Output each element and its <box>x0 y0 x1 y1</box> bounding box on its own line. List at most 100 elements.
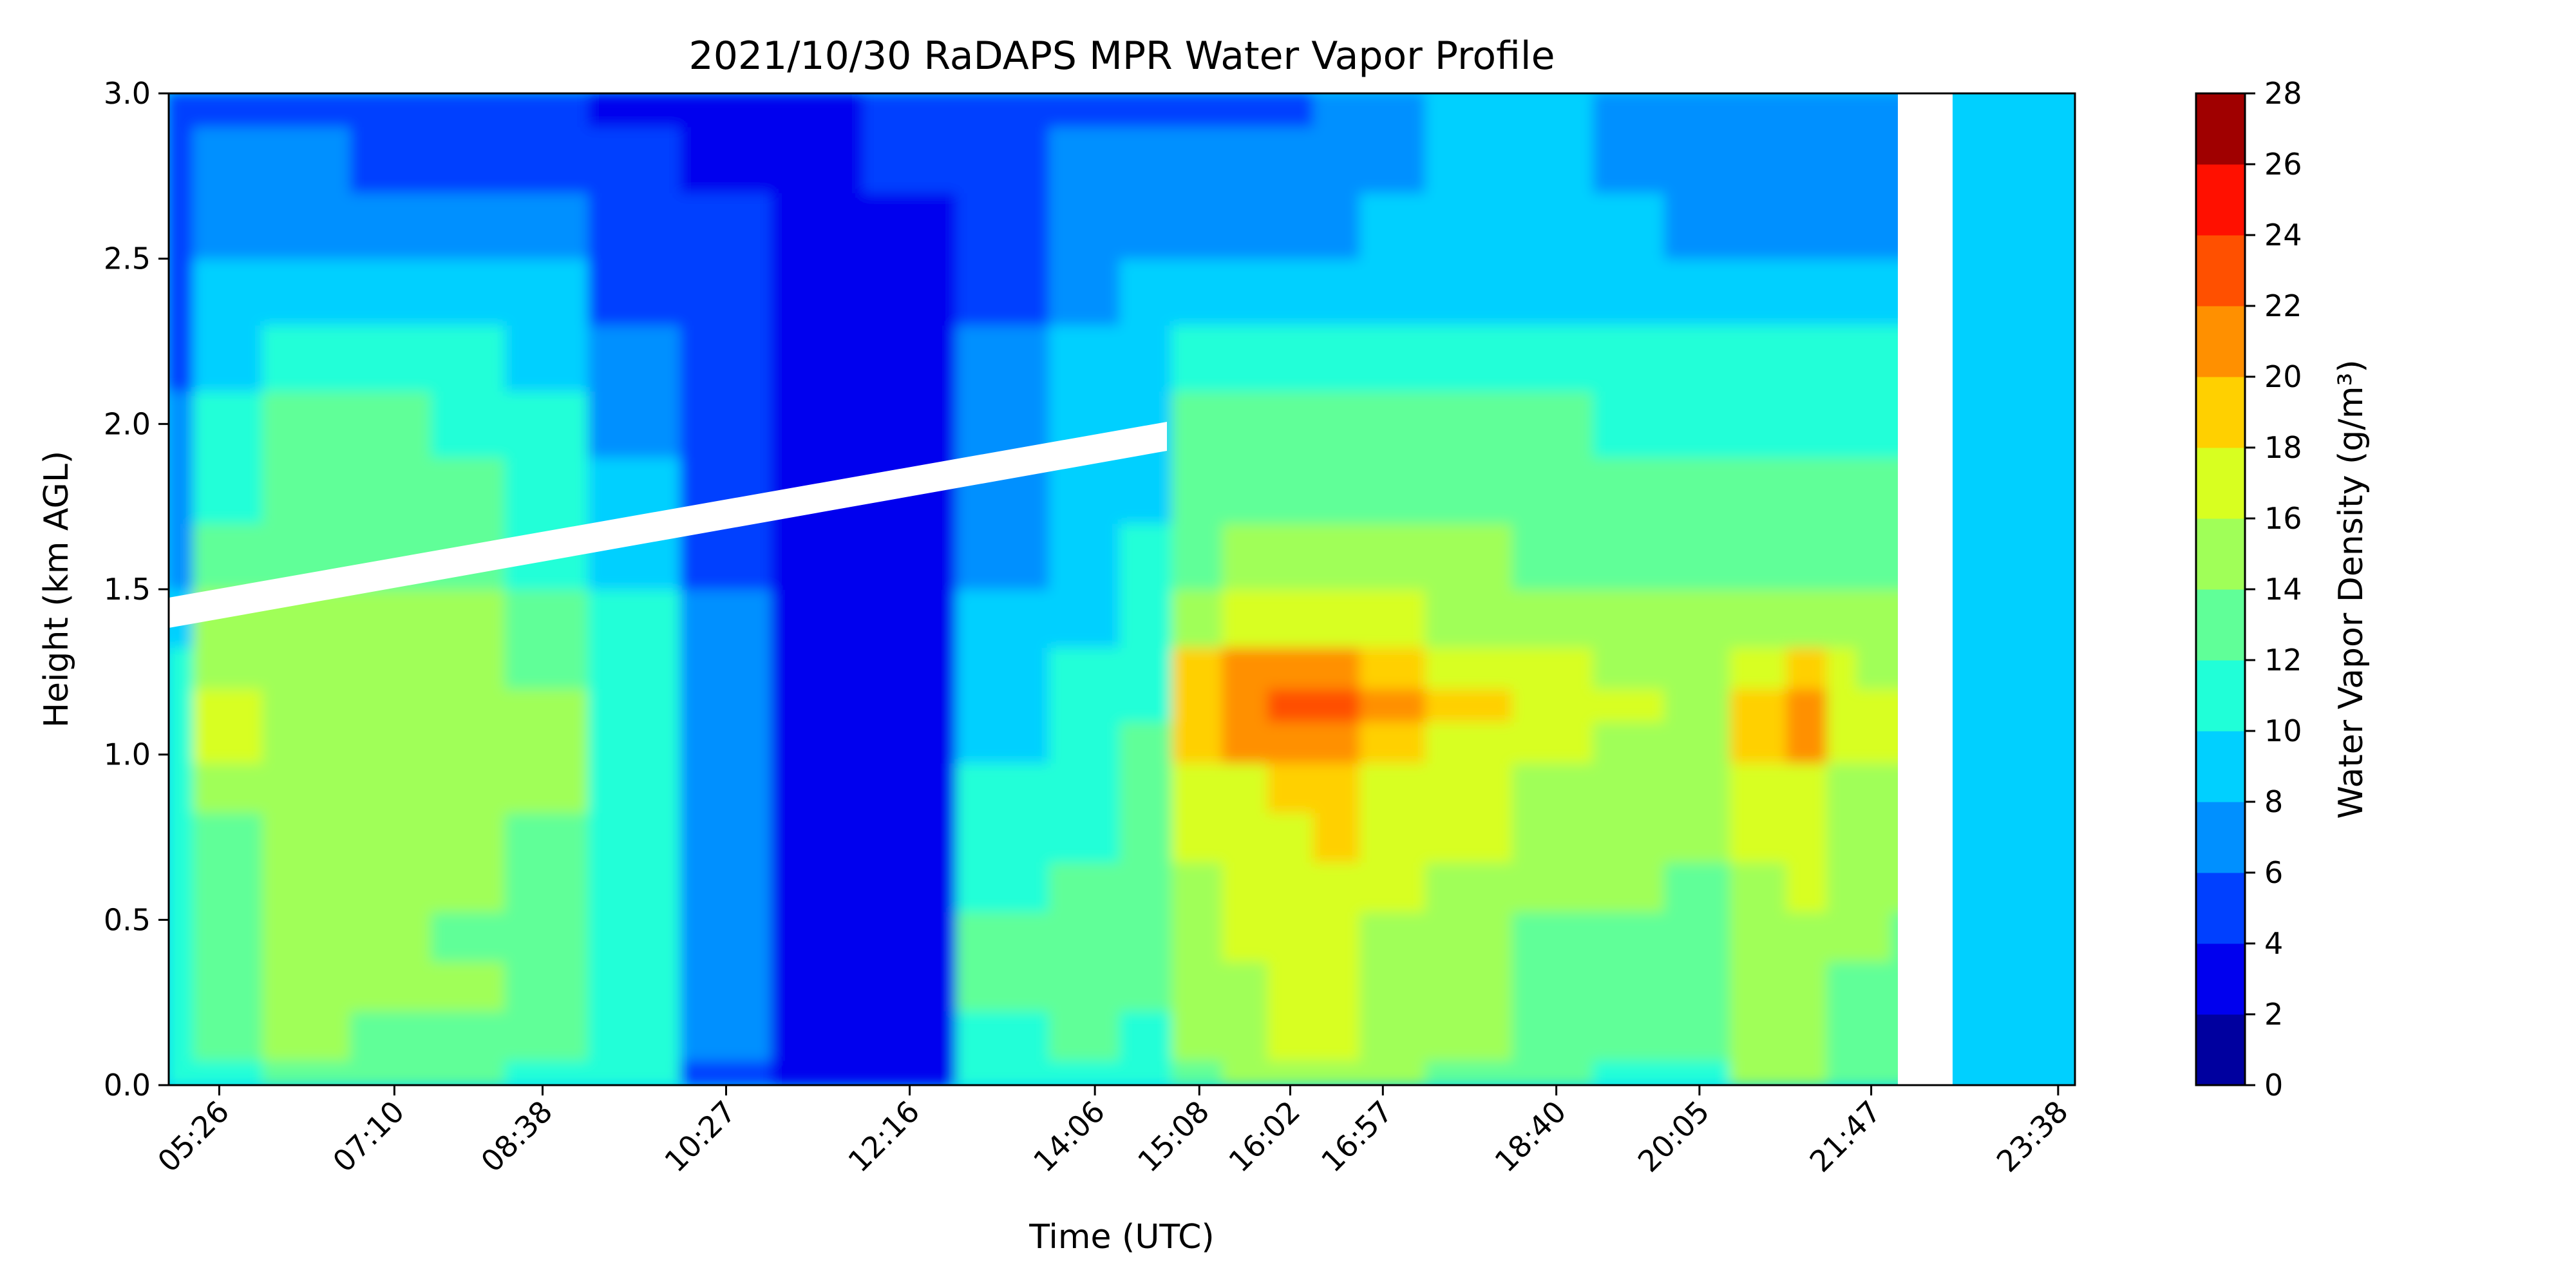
field-cell <box>1171 646 1224 689</box>
field-cell <box>350 861 433 913</box>
field-cell <box>679 811 773 863</box>
field-cell <box>679 721 773 764</box>
field-cell <box>262 324 352 392</box>
field-cell <box>1312 1059 1361 1085</box>
field-cell <box>1664 811 1731 863</box>
field-cell <box>1267 1059 1314 1085</box>
colorbar-band <box>2196 164 2245 236</box>
field-cell <box>1593 456 1665 524</box>
y-tick-label: 1.5 <box>104 572 151 607</box>
x-tick-label: 10:27 <box>658 1094 743 1179</box>
field-cell <box>1171 390 1224 458</box>
field-cell <box>956 192 1050 260</box>
field-cell <box>1171 93 1224 128</box>
field-cell <box>1511 324 1595 392</box>
field-cell <box>679 688 773 723</box>
field-cell <box>1312 762 1361 813</box>
field-cell <box>262 456 352 524</box>
colorbar-band <box>2196 518 2245 590</box>
field-cell <box>1425 258 1513 326</box>
field-cell <box>1826 911 1858 962</box>
field-cell <box>1511 762 1595 813</box>
field-cell <box>1267 192 1314 260</box>
field-cell <box>169 258 194 326</box>
field-cell <box>1826 721 1858 764</box>
field-cell <box>1730 522 1788 590</box>
colorbar-label: Water Vapor Density (g/m³) <box>2332 359 2371 819</box>
field-cell <box>350 960 433 1012</box>
field-cell <box>1664 522 1731 590</box>
field-cell <box>1826 1059 1858 1085</box>
field-cell <box>1359 762 1426 813</box>
field-cell <box>193 258 264 326</box>
field-cell <box>1267 258 1314 326</box>
field-cell <box>1786 646 1828 689</box>
field-cell <box>1119 324 1173 392</box>
field-cell <box>588 1059 681 1085</box>
y-tick-label: 0.0 <box>104 1068 151 1103</box>
field-cell <box>1171 324 1224 392</box>
field-cell <box>1511 390 1595 458</box>
colorbar-band <box>2196 306 2245 377</box>
field-cell <box>504 861 590 913</box>
field-cell <box>679 390 773 458</box>
field-cell <box>1312 721 1361 764</box>
field-cell <box>1119 646 1173 689</box>
field-cell <box>771 1010 864 1061</box>
field-cell <box>262 390 352 458</box>
field-cell <box>956 1010 1050 1061</box>
field-cell <box>1425 390 1513 458</box>
field-cell <box>1511 688 1595 723</box>
field-cell <box>679 911 773 962</box>
field-cell <box>1511 811 1595 863</box>
field-cell <box>350 390 433 458</box>
colorbar-tick-label: 4 <box>2264 926 2283 961</box>
field-cell <box>1511 911 1595 962</box>
field-cell <box>1730 861 1788 913</box>
field-cell <box>1119 960 1173 1012</box>
field-cell <box>1786 721 1828 764</box>
field-cell <box>1664 456 1731 524</box>
colorbar-tick-label: 24 <box>2264 218 2302 252</box>
field-cell <box>1267 646 1314 689</box>
field-cell <box>1856 522 1893 590</box>
field-cell <box>1048 646 1121 689</box>
water-vapor-field <box>169 93 2075 1085</box>
field-cell <box>1826 258 1858 326</box>
field-cell <box>588 762 681 813</box>
field-cell <box>1511 960 1595 1012</box>
field-cell <box>1786 688 1828 723</box>
field-cell <box>431 861 506 913</box>
field-cell <box>1856 93 1893 128</box>
field-cell <box>262 192 352 260</box>
field-cell <box>1786 762 1828 813</box>
colorbar-tick-label: 14 <box>2264 572 2302 607</box>
missing-data-region <box>169 422 1167 628</box>
field-cell <box>1593 1059 1665 1085</box>
field-cell <box>1267 522 1314 590</box>
field-cell <box>1222 93 1269 128</box>
field-cell <box>1730 324 1788 392</box>
field-cell <box>431 811 506 863</box>
field-cell <box>1856 390 1893 458</box>
colorbar-tick-label: 16 <box>2264 501 2302 536</box>
field-cell <box>1171 721 1224 764</box>
field-cell <box>1826 324 1858 392</box>
field-cell <box>771 811 864 863</box>
x-tick-label: 20:05 <box>1631 1094 1716 1179</box>
field-cell <box>1222 1010 1269 1061</box>
field-cell <box>1730 93 1788 128</box>
field-cell <box>956 258 1050 326</box>
field-cell <box>1425 911 1513 962</box>
field-cell <box>350 721 433 764</box>
field-cell <box>771 721 864 764</box>
field-cell <box>1786 1010 1828 1061</box>
field-cell <box>1171 811 1224 863</box>
field-cell <box>431 688 506 723</box>
field-cell <box>1425 811 1513 863</box>
field-cell <box>1511 192 1595 260</box>
field-cell <box>1119 522 1173 590</box>
colorbar-tick-label: 22 <box>2264 289 2302 323</box>
field-cell <box>1826 688 1858 723</box>
field-cell <box>679 861 773 913</box>
